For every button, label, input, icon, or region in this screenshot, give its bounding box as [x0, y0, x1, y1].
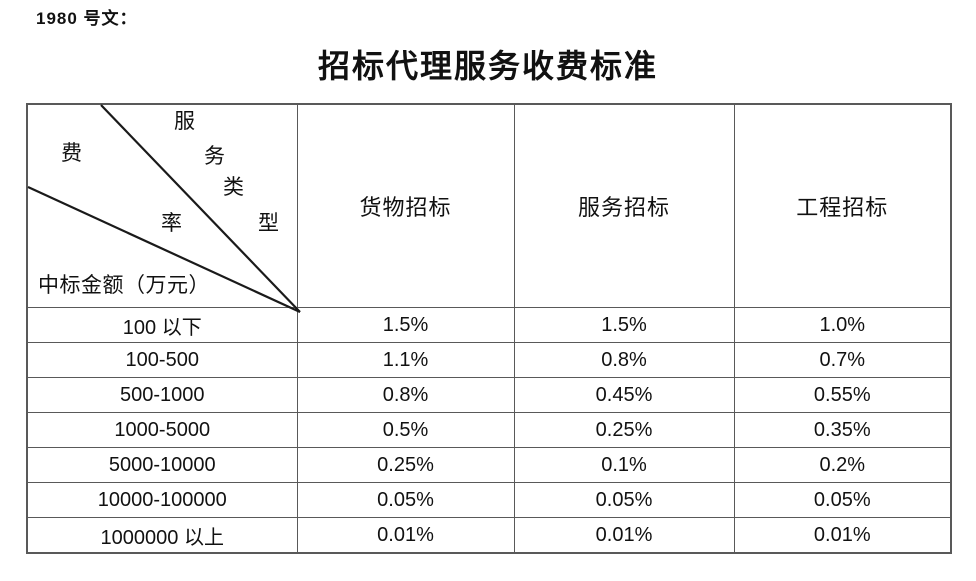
corner-label-fee: 费: [61, 141, 82, 165]
fee-cell: 0.25%: [296, 447, 515, 483]
fee-cell: 0.1%: [513, 447, 735, 483]
doc-number-note: 1980 号文：: [36, 9, 138, 28]
corner-label-rate: 率: [161, 211, 182, 235]
table-header-row: 费 服 务 类 率 型 中标金额（万元） 货物招标 服务招标 工程招标: [26, 103, 952, 313]
fee-cell: 1.5%: [296, 307, 515, 343]
fee-cell: 0.5%: [296, 412, 515, 448]
table-row: 100-500 1.1% 0.8% 0.7%: [26, 342, 952, 378]
table-row: 10000-100000 0.05% 0.05% 0.05%: [26, 482, 952, 518]
corner-label-service-char-3: 类: [223, 175, 244, 199]
fee-cell: 0.01%: [733, 517, 952, 554]
corner-label-service-char-4: 型: [258, 211, 279, 235]
row-label: 10000-100000: [26, 482, 298, 518]
corner-label-amount: 中标金额（万元）: [38, 273, 210, 297]
row-label: 1000000 以上: [26, 517, 298, 554]
page-title: 招标代理服务收费标准: [317, 48, 658, 84]
fee-cell: 0.45%: [513, 377, 735, 413]
corner-header-cell: 费 服 务 类 率 型 中标金额（万元）: [26, 103, 301, 313]
corner-label-service-char-1: 服: [174, 109, 195, 133]
fee-cell: 1.1%: [296, 342, 515, 378]
row-label: 1000-5000: [26, 412, 298, 448]
row-label: 100 以下: [26, 307, 298, 343]
fee-cell: 1.5%: [513, 307, 735, 343]
table-row: 100 以下 1.5% 1.5% 1.0%: [26, 307, 952, 343]
fee-cell: 0.35%: [733, 412, 952, 448]
col-header-engineering: 工程招标: [733, 103, 952, 308]
fee-cell: 0.05%: [513, 482, 735, 518]
row-label: 5000-10000: [26, 447, 298, 483]
table-row: 1000-5000 0.5% 0.25% 0.35%: [26, 412, 952, 448]
fee-cell: 0.7%: [733, 342, 952, 378]
fee-cell: 0.05%: [296, 482, 515, 518]
diagonal-lines-icon: [27, 104, 301, 313]
table-row: 500-1000 0.8% 0.45% 0.55%: [26, 377, 952, 413]
fee-cell: 0.55%: [733, 377, 952, 413]
diagonal-corner: 费 服 务 类 率 型 中标金额（万元）: [27, 104, 301, 313]
row-label: 500-1000: [26, 377, 298, 413]
col-header-goods: 货物招标: [296, 103, 515, 308]
fee-standard-table: 费 服 务 类 率 型 中标金额（万元） 货物招标 服务招标 工程招标 100 …: [26, 103, 952, 554]
fee-cell: 0.01%: [296, 517, 515, 554]
fee-cell: 0.25%: [513, 412, 735, 448]
col-header-service: 服务招标: [513, 103, 735, 308]
table-row: 1000000 以上 0.01% 0.01% 0.01%: [26, 517, 952, 554]
fee-cell: 0.8%: [513, 342, 735, 378]
fee-cell: 1.0%: [733, 307, 952, 343]
fee-cell: 0.01%: [513, 517, 735, 554]
corner-label-service-char-2: 务: [204, 144, 225, 168]
fee-cell: 0.05%: [733, 482, 952, 518]
fee-cell: 0.8%: [296, 377, 515, 413]
fee-cell: 0.2%: [733, 447, 952, 483]
row-label: 100-500: [26, 342, 298, 378]
table-row: 5000-10000 0.25% 0.1% 0.2%: [26, 447, 952, 483]
